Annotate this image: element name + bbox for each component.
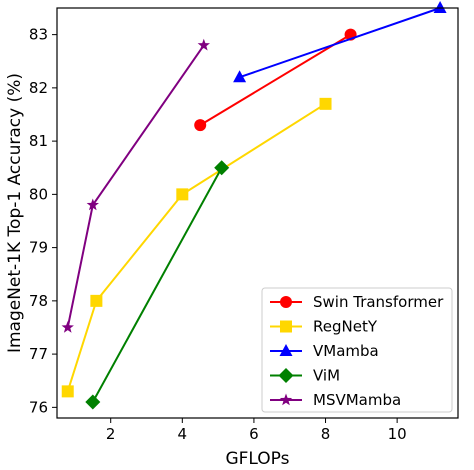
x-tick-label: 6 — [249, 425, 259, 443]
legend-marker — [278, 368, 294, 383]
data-point-regnety — [61, 385, 74, 398]
legend-item-msvmamba: MSVMamba — [270, 391, 401, 409]
y-tick-label: 83 — [29, 26, 48, 44]
data-point-vim — [85, 394, 101, 410]
series-regnety — [61, 97, 332, 398]
x-tick-label: 10 — [388, 425, 407, 443]
series-line-vim — [91, 167, 223, 403]
legend-label: Swin Transformer — [313, 293, 444, 311]
legend-item-swin-transformer: Swin Transformer — [270, 293, 444, 311]
x-tick-label: 4 — [178, 425, 188, 443]
data-point-vmamba — [433, 1, 447, 13]
data-point-msvmamba — [86, 198, 99, 211]
legend-marker — [279, 393, 293, 406]
legend-item-vim: ViM — [270, 367, 340, 385]
legend-marker — [280, 296, 292, 308]
series-msvmamba — [61, 38, 210, 333]
legend-marker — [280, 320, 292, 333]
series-vim — [85, 160, 230, 410]
data-point-regnety — [90, 294, 103, 307]
series-vmamba — [233, 1, 447, 83]
plot-frame — [56, 7, 459, 419]
y-tick-label: 80 — [29, 185, 48, 203]
y-tick-label: 81 — [29, 132, 48, 150]
data-point-regnety — [176, 188, 189, 201]
legend-item-vmamba: VMamba — [270, 342, 379, 360]
y-tick-label: 79 — [29, 239, 48, 257]
legend-box — [261, 287, 453, 413]
legend-label: VMamba — [313, 342, 379, 360]
series-line-vmamba — [239, 7, 441, 79]
y-tick-label: 78 — [29, 292, 48, 310]
y-tick-label: 77 — [29, 345, 48, 363]
series-line-swin-transformer — [199, 33, 352, 126]
series-line-msvmamba — [66, 44, 205, 328]
legend: Swin Transformer RegNetY VMamba ViM MSVMamba — [261, 287, 453, 413]
data-point-msvmamba — [61, 320, 74, 333]
series-swin-transformer — [194, 28, 357, 132]
data-point-regnety — [319, 97, 332, 110]
x-tick-label: 8 — [321, 425, 331, 443]
y-tick-label: 76 — [29, 398, 48, 416]
plot-area — [61, 1, 447, 410]
legend-marker — [279, 344, 293, 356]
y-tick-label: 82 — [29, 79, 48, 97]
legend-item-regnety: RegNetY — [270, 318, 378, 336]
data-point-swin-transformer — [194, 119, 207, 132]
legend-label: ViM — [313, 367, 340, 385]
series-line-regnety — [66, 102, 327, 392]
legend-label: MSVMamba — [313, 391, 401, 409]
legend-label: RegNetY — [313, 318, 378, 336]
y-axis-label: ImageNet-1K Top-1 Accuracy (%) — [5, 73, 25, 353]
y-axis: 76 77 78 79 80 81 82 83 — [29, 26, 57, 416]
x-axis: 2 4 6 8 10 — [106, 418, 407, 443]
data-point-msvmamba — [197, 38, 210, 51]
x-tick-label: 2 — [106, 425, 116, 443]
data-point-vim — [214, 160, 230, 176]
data-point-vmamba — [233, 70, 247, 83]
x-axis-label: GFLOPs — [225, 449, 289, 469]
